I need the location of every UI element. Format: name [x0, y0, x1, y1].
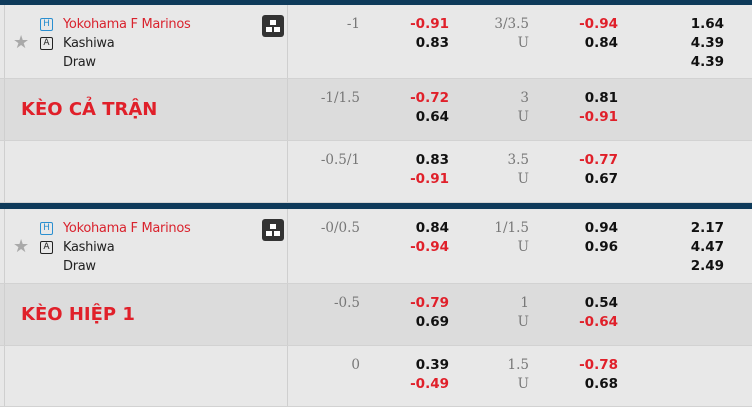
- handicap-home-odds[interactable]: 0.39: [415, 357, 449, 373]
- under-label: U: [517, 239, 529, 255]
- handicap-home-odds[interactable]: -0.72: [410, 90, 449, 106]
- over-under-line: 3/3.5: [494, 16, 529, 32]
- handicap-line: -0/0.5: [320, 220, 360, 236]
- handicap-away-odds[interactable]: 0.64: [415, 109, 449, 125]
- handicap-line: -0.5: [333, 295, 360, 311]
- match-info: ★ H Yokohama F Marinos A Kashiwa Draw: [4, 209, 288, 283]
- stats-icon[interactable]: [262, 15, 284, 37]
- stats-icon[interactable]: [262, 219, 284, 241]
- over-under-line: 1: [520, 295, 529, 311]
- market-label: KÈO CẢ TRẬN: [21, 99, 158, 120]
- odds-row: ★ H Yokohama F Marinos A Kashiwa Draw -1…: [0, 5, 752, 79]
- draw-label: Draw: [63, 55, 96, 70]
- odds-row: 0 0.39 -0.49 1.5 U -0.78 0.68: [0, 346, 752, 407]
- home-badge: H: [40, 222, 53, 235]
- favorite-star-icon[interactable]: ★: [13, 32, 30, 53]
- section-divider: [0, 0, 752, 5]
- under-odds[interactable]: 0.68: [584, 376, 618, 392]
- over-odds[interactable]: -0.78: [579, 357, 618, 373]
- over-odds[interactable]: 0.94: [584, 220, 618, 236]
- under-label: U: [517, 109, 529, 125]
- handicap-line: -0.5/1: [320, 152, 360, 168]
- under-odds[interactable]: 0.67: [584, 171, 618, 187]
- under-label: U: [517, 376, 529, 392]
- over-odds[interactable]: -0.94: [579, 16, 618, 32]
- under-label: U: [517, 314, 529, 330]
- handicap-away-odds[interactable]: -0.94: [410, 239, 449, 255]
- odds-row: ★ H Yokohama F Marinos A Kashiwa Draw -0…: [0, 209, 752, 284]
- 1x2-odds[interactable]: 4.39: [690, 35, 724, 51]
- match-info: KÈO HIỆP 1: [4, 284, 288, 345]
- handicap-home-odds[interactable]: 0.83: [415, 152, 449, 168]
- under-odds[interactable]: 0.84: [584, 35, 618, 51]
- away-badge: A: [40, 241, 53, 254]
- section-divider: [0, 203, 752, 209]
- over-odds[interactable]: -0.77: [579, 152, 618, 168]
- match-info: [4, 346, 288, 406]
- handicap-home-odds[interactable]: -0.79: [410, 295, 449, 311]
- over-under-line: 1.5: [507, 357, 529, 373]
- over-under-line: 3.5: [507, 152, 529, 168]
- 1x2-odds[interactable]: 4.39: [690, 54, 724, 70]
- over-odds[interactable]: 0.81: [584, 90, 618, 106]
- over-under-line: 1/1.5: [494, 220, 529, 236]
- handicap-line: -1: [346, 16, 360, 32]
- match-info: [4, 141, 288, 202]
- handicap-away-odds[interactable]: -0.49: [410, 376, 449, 392]
- market-label: KÈO HIỆP 1: [21, 304, 135, 325]
- handicap-line: 0: [351, 357, 360, 373]
- under-label: U: [517, 35, 529, 51]
- under-odds[interactable]: -0.64: [579, 314, 618, 330]
- odds-row: -0.5/1 0.83 -0.91 3.5 U -0.77 0.67: [0, 141, 752, 203]
- handicap-home-odds[interactable]: 0.84: [415, 220, 449, 236]
- under-label: U: [517, 171, 529, 187]
- home-team[interactable]: Yokohama F Marinos: [63, 17, 191, 32]
- handicap-away-odds[interactable]: 0.83: [415, 35, 449, 51]
- match-info: KÈO CẢ TRẬN: [4, 79, 288, 140]
- 1x2-odds[interactable]: 2.17: [690, 220, 724, 236]
- draw-label: Draw: [63, 259, 96, 274]
- over-odds[interactable]: 0.54: [584, 295, 618, 311]
- home-team[interactable]: Yokohama F Marinos: [63, 221, 191, 236]
- handicap-line: -1/1.5: [320, 90, 360, 106]
- match-info: ★ H Yokohama F Marinos A Kashiwa Draw: [4, 5, 288, 78]
- 1x2-odds[interactable]: 1.64: [690, 16, 724, 32]
- handicap-away-odds[interactable]: -0.91: [410, 171, 449, 187]
- handicap-away-odds[interactable]: 0.69: [415, 314, 449, 330]
- away-team[interactable]: Kashiwa: [63, 240, 115, 255]
- 1x2-odds[interactable]: 4.47: [690, 239, 724, 255]
- under-odds[interactable]: -0.91: [579, 109, 618, 125]
- away-badge: A: [40, 37, 53, 50]
- handicap-home-odds[interactable]: -0.91: [410, 16, 449, 32]
- odds-row: KÈO HIỆP 1 -0.5 -0.79 0.69 1 U 0.54 -0.64: [0, 284, 752, 346]
- 1x2-odds[interactable]: 2.49: [690, 258, 724, 274]
- home-badge: H: [40, 18, 53, 31]
- away-team[interactable]: Kashiwa: [63, 36, 115, 51]
- over-under-line: 3: [520, 90, 529, 106]
- favorite-star-icon[interactable]: ★: [13, 236, 30, 257]
- odds-row: KÈO CẢ TRẬN -1/1.5 -0.72 0.64 3 U 0.81 -0.9…: [0, 79, 752, 141]
- under-odds[interactable]: 0.96: [584, 239, 618, 255]
